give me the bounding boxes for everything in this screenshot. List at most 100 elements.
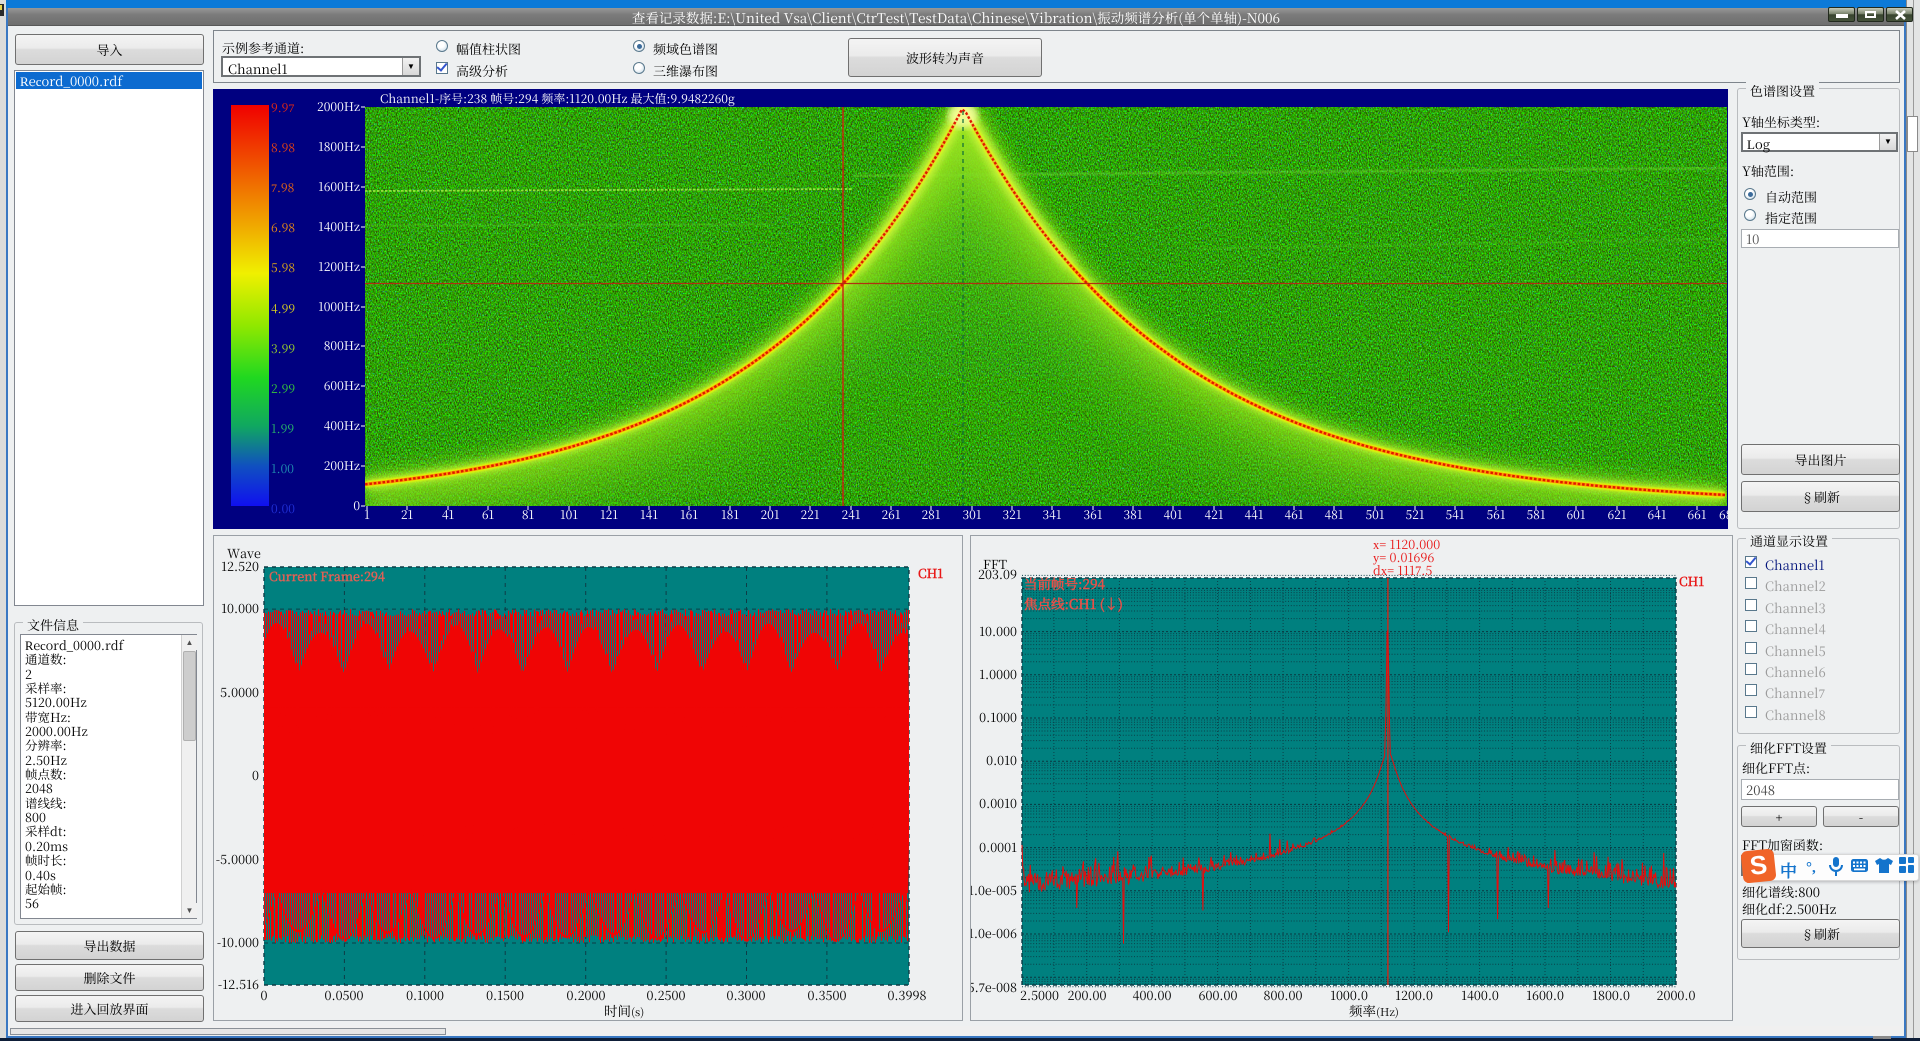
svg-text:600.00: 600.00 (1199, 986, 1238, 1004)
svg-text:421: 421 (1204, 506, 1223, 523)
svg-text:10.000: 10.000 (979, 622, 1017, 640)
svg-text:201: 201 (760, 506, 779, 523)
svg-text:1600Hz: 1600Hz (318, 178, 360, 195)
svg-text:0.1000: 0.1000 (979, 708, 1017, 726)
svg-text:当前帧号:294: 当前帧号:294 (1024, 573, 1106, 593)
svg-text:1000Hz: 1000Hz (318, 298, 360, 315)
svg-text:5.98: 5.98 (271, 259, 295, 276)
svg-text:101: 101 (560, 506, 578, 523)
svg-text:0.00: 0.00 (271, 500, 295, 517)
svg-text:10.000: 10.000 (221, 599, 259, 617)
svg-text:2.5000: 2.5000 (1020, 986, 1059, 1004)
svg-text:0.2000: 0.2000 (567, 986, 606, 1004)
svg-text:261: 261 (881, 506, 900, 523)
svg-text:0.2500: 0.2500 (647, 986, 686, 1004)
svg-text:600Hz: 600Hz (324, 377, 360, 394)
svg-text:601: 601 (1566, 506, 1585, 523)
svg-text:频率(Hz): 频率(Hz) (1349, 1000, 1399, 1020)
svg-text:1800.0: 1800.0 (1592, 986, 1630, 1004)
svg-text:1.0e-005: 1.0e-005 (971, 881, 1017, 899)
svg-text:381: 381 (1123, 506, 1142, 523)
svg-text:6.98: 6.98 (271, 219, 295, 236)
svg-text:681: 681 (1719, 506, 1728, 523)
svg-text:0.0500: 0.0500 (325, 986, 364, 1004)
svg-text:1800Hz: 1800Hz (318, 138, 360, 155)
svg-text:-5.0000: -5.0000 (216, 850, 259, 868)
svg-text:21: 21 (401, 506, 414, 523)
svg-text:400.00: 400.00 (1133, 986, 1172, 1004)
svg-text:521: 521 (1405, 506, 1424, 523)
svg-text:0.1000: 0.1000 (406, 986, 444, 1004)
svg-text:200Hz: 200Hz (324, 457, 360, 474)
svg-text:5.7e-008: 5.7e-008 (971, 978, 1017, 996)
svg-text:81: 81 (522, 506, 535, 523)
svg-text:441: 441 (1245, 506, 1264, 523)
svg-text:2000Hz: 2000Hz (317, 98, 360, 115)
svg-text:0.3500: 0.3500 (808, 986, 847, 1004)
svg-text:0: 0 (252, 766, 259, 784)
svg-text:0.010: 0.010 (986, 751, 1017, 769)
svg-text:641: 641 (1647, 506, 1666, 523)
svg-text:561: 561 (1486, 506, 1505, 523)
svg-text:400Hz: 400Hz (324, 417, 360, 434)
svg-text:0.3000: 0.3000 (727, 986, 766, 1004)
svg-text:7.98: 7.98 (271, 179, 295, 196)
svg-text:时间(s): 时间(s) (604, 1000, 644, 1020)
svg-text:1200.0: 1200.0 (1395, 986, 1433, 1004)
svg-text:5.0000: 5.0000 (220, 683, 259, 701)
svg-text:501: 501 (1365, 506, 1384, 523)
svg-text:541: 541 (1445, 506, 1464, 523)
svg-text:301: 301 (962, 506, 981, 523)
svg-text:-12.516: -12.516 (218, 975, 259, 993)
svg-text:y= 0.01696: y= 0.01696 (1373, 548, 1434, 566)
svg-text:0: 0 (261, 986, 268, 1004)
svg-text:9.97: 9.97 (271, 99, 294, 116)
svg-text:161: 161 (680, 506, 698, 523)
svg-text:0: 0 (353, 497, 360, 514)
svg-text:41: 41 (442, 506, 455, 523)
svg-text:CH1: CH1 (918, 564, 943, 582)
svg-text:1200Hz: 1200Hz (318, 258, 360, 275)
svg-text:121: 121 (600, 506, 618, 523)
svg-text:241: 241 (841, 506, 860, 523)
svg-text:1400.0: 1400.0 (1461, 986, 1499, 1004)
svg-text:1.0e-006: 1.0e-006 (971, 924, 1017, 942)
svg-text:4.99: 4.99 (271, 300, 295, 317)
svg-text:1.99: 1.99 (271, 420, 294, 437)
svg-text:800Hz: 800Hz (324, 337, 360, 354)
svg-text:Current Frame:294: Current Frame:294 (269, 567, 385, 585)
svg-text:1400Hz: 1400Hz (318, 218, 360, 235)
svg-text:1.0000: 1.0000 (979, 665, 1017, 683)
svg-text:0.1500: 0.1500 (486, 986, 524, 1004)
svg-text:200.00: 200.00 (1068, 986, 1107, 1004)
svg-text:3.99: 3.99 (271, 340, 295, 357)
svg-text:800.00: 800.00 (1264, 986, 1303, 1004)
svg-text:FFT: FFT (983, 555, 1007, 573)
svg-text:141: 141 (640, 506, 658, 523)
svg-text:621: 621 (1607, 506, 1626, 523)
svg-text:661: 661 (1687, 506, 1706, 523)
svg-text:0.0010: 0.0010 (979, 794, 1017, 812)
svg-text:281: 281 (921, 506, 940, 523)
svg-text:x= 1120.000: x= 1120.000 (1373, 536, 1440, 553)
svg-text:481: 481 (1324, 506, 1343, 523)
svg-text:401: 401 (1164, 506, 1183, 523)
svg-text:203.09: 203.09 (978, 565, 1017, 583)
svg-text:CH1: CH1 (1679, 572, 1704, 590)
svg-text:181: 181 (721, 506, 739, 523)
svg-text:8.98: 8.98 (271, 139, 295, 156)
svg-text:361: 361 (1083, 506, 1102, 523)
svg-text:Wave: Wave (227, 544, 261, 562)
svg-text:Channel1-序号:238 帧号:294 频率:112: Channel1-序号:238 帧号:294 频率:1120.00Hz 最大值:… (380, 90, 735, 107)
svg-text:1000.0: 1000.0 (1330, 986, 1368, 1004)
svg-text:221: 221 (800, 506, 819, 523)
svg-text:-10.000: -10.000 (217, 933, 259, 951)
svg-text:焦点线:CH1 (↓): 焦点线:CH1 (↓) (1024, 593, 1123, 613)
svg-text:321: 321 (1002, 506, 1021, 523)
svg-text:0.0001: 0.0001 (979, 838, 1017, 856)
svg-text:dx= 1117.5: dx= 1117.5 (1373, 561, 1432, 579)
svg-text:461: 461 (1284, 506, 1303, 523)
svg-text:61: 61 (482, 506, 495, 523)
svg-text:1.00: 1.00 (271, 460, 294, 477)
svg-text:1: 1 (364, 506, 370, 523)
